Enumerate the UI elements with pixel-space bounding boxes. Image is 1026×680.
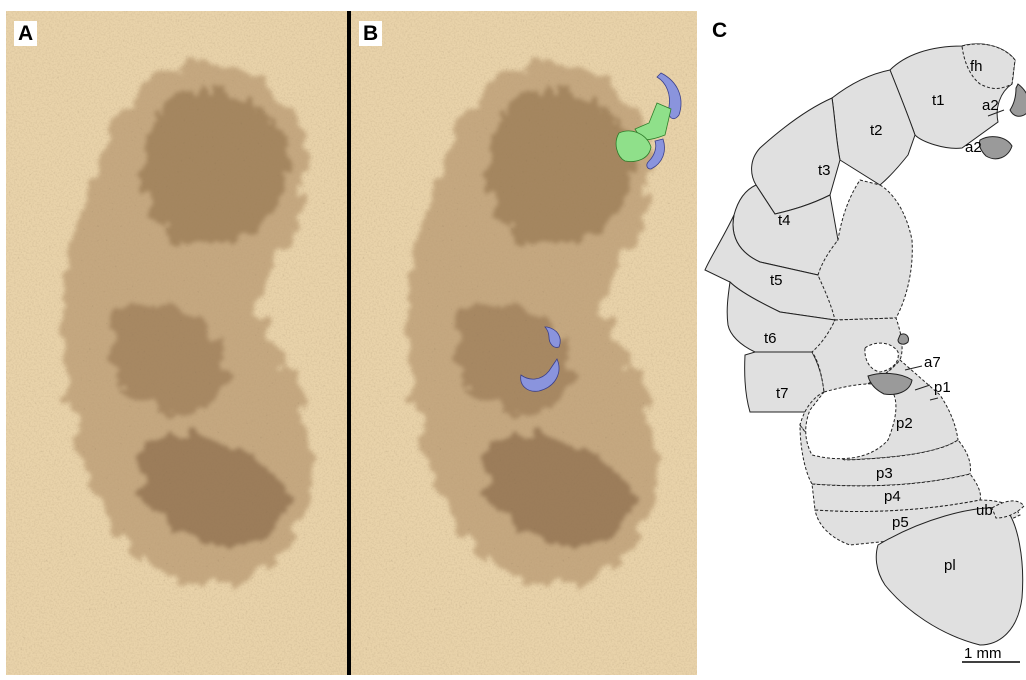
label-p1: p1 (934, 379, 951, 396)
panel-label-a: A (14, 21, 38, 46)
panel-a-photo: A (6, 11, 347, 675)
gap-upper (864, 342, 899, 373)
claw-overlay-upper (656, 72, 682, 120)
segment-ub (991, 500, 1025, 519)
label-t5: t5 (770, 272, 783, 289)
appendage-a2-top (1009, 83, 1026, 117)
segment-pl (875, 507, 1024, 646)
label-t2: t2 (870, 122, 883, 139)
appendage-a2-bottom (979, 136, 1013, 160)
leg-overlay-upper-b (615, 130, 652, 162)
ventral-region (817, 179, 913, 321)
segment-fh (961, 43, 1016, 89)
fossil-photo-b (351, 11, 697, 675)
claw-overlay-lower-a (544, 326, 561, 348)
panel-divider (347, 11, 351, 675)
panel-label-c: C (712, 19, 728, 42)
label-t6: t6 (764, 330, 777, 347)
panel-label-b: B (359, 21, 383, 46)
fossil-photo-a (6, 11, 347, 675)
leader-p1-end (929, 397, 939, 401)
label-pl: pl (944, 557, 956, 574)
label-p5: p5 (892, 514, 909, 531)
leader-p1 (914, 384, 931, 391)
leader-a7 (904, 365, 923, 371)
leader-a2-top (987, 109, 1005, 117)
label-t7: t7 (776, 385, 789, 402)
appendage-overlay-lower (520, 326, 561, 392)
label-t4: t4 (778, 212, 791, 229)
label-a2-bottom: a2 (965, 139, 982, 156)
interpretive-drawing: fh t1 t2 t3 t4 t5 t6 t7 a2 a2 a7 p1 p2 p… (704, 43, 1026, 663)
label-a2-top: a2 (982, 97, 999, 114)
label-t3: t3 (818, 162, 831, 179)
claw-overlay-upper-b (646, 138, 665, 170)
label-a7: a7 (924, 354, 941, 371)
panel-c-drawing: fh t1 t2 t3 t4 t5 t6 t7 a2 a2 a7 p1 p2 p… (700, 0, 1026, 675)
appendage-a7-small (897, 333, 909, 345)
scale-bar-label: 1 mm (964, 645, 1002, 662)
label-p3: p3 (876, 465, 893, 482)
label-t1: t1 (932, 92, 945, 109)
label-ub: ub (976, 502, 993, 519)
appendage-a7 (867, 372, 913, 395)
label-p2: p2 (896, 415, 913, 432)
appendage-overlay-upper (615, 72, 682, 170)
panel-b-photo: B (351, 11, 697, 675)
segment-p3 (799, 423, 971, 487)
label-fh: fh (970, 58, 983, 75)
label-p4: p4 (884, 488, 901, 505)
claw-overlay-lower-b (520, 358, 560, 392)
